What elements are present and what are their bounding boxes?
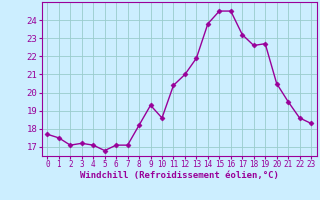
X-axis label: Windchill (Refroidissement éolien,°C): Windchill (Refroidissement éolien,°C) [80, 171, 279, 180]
